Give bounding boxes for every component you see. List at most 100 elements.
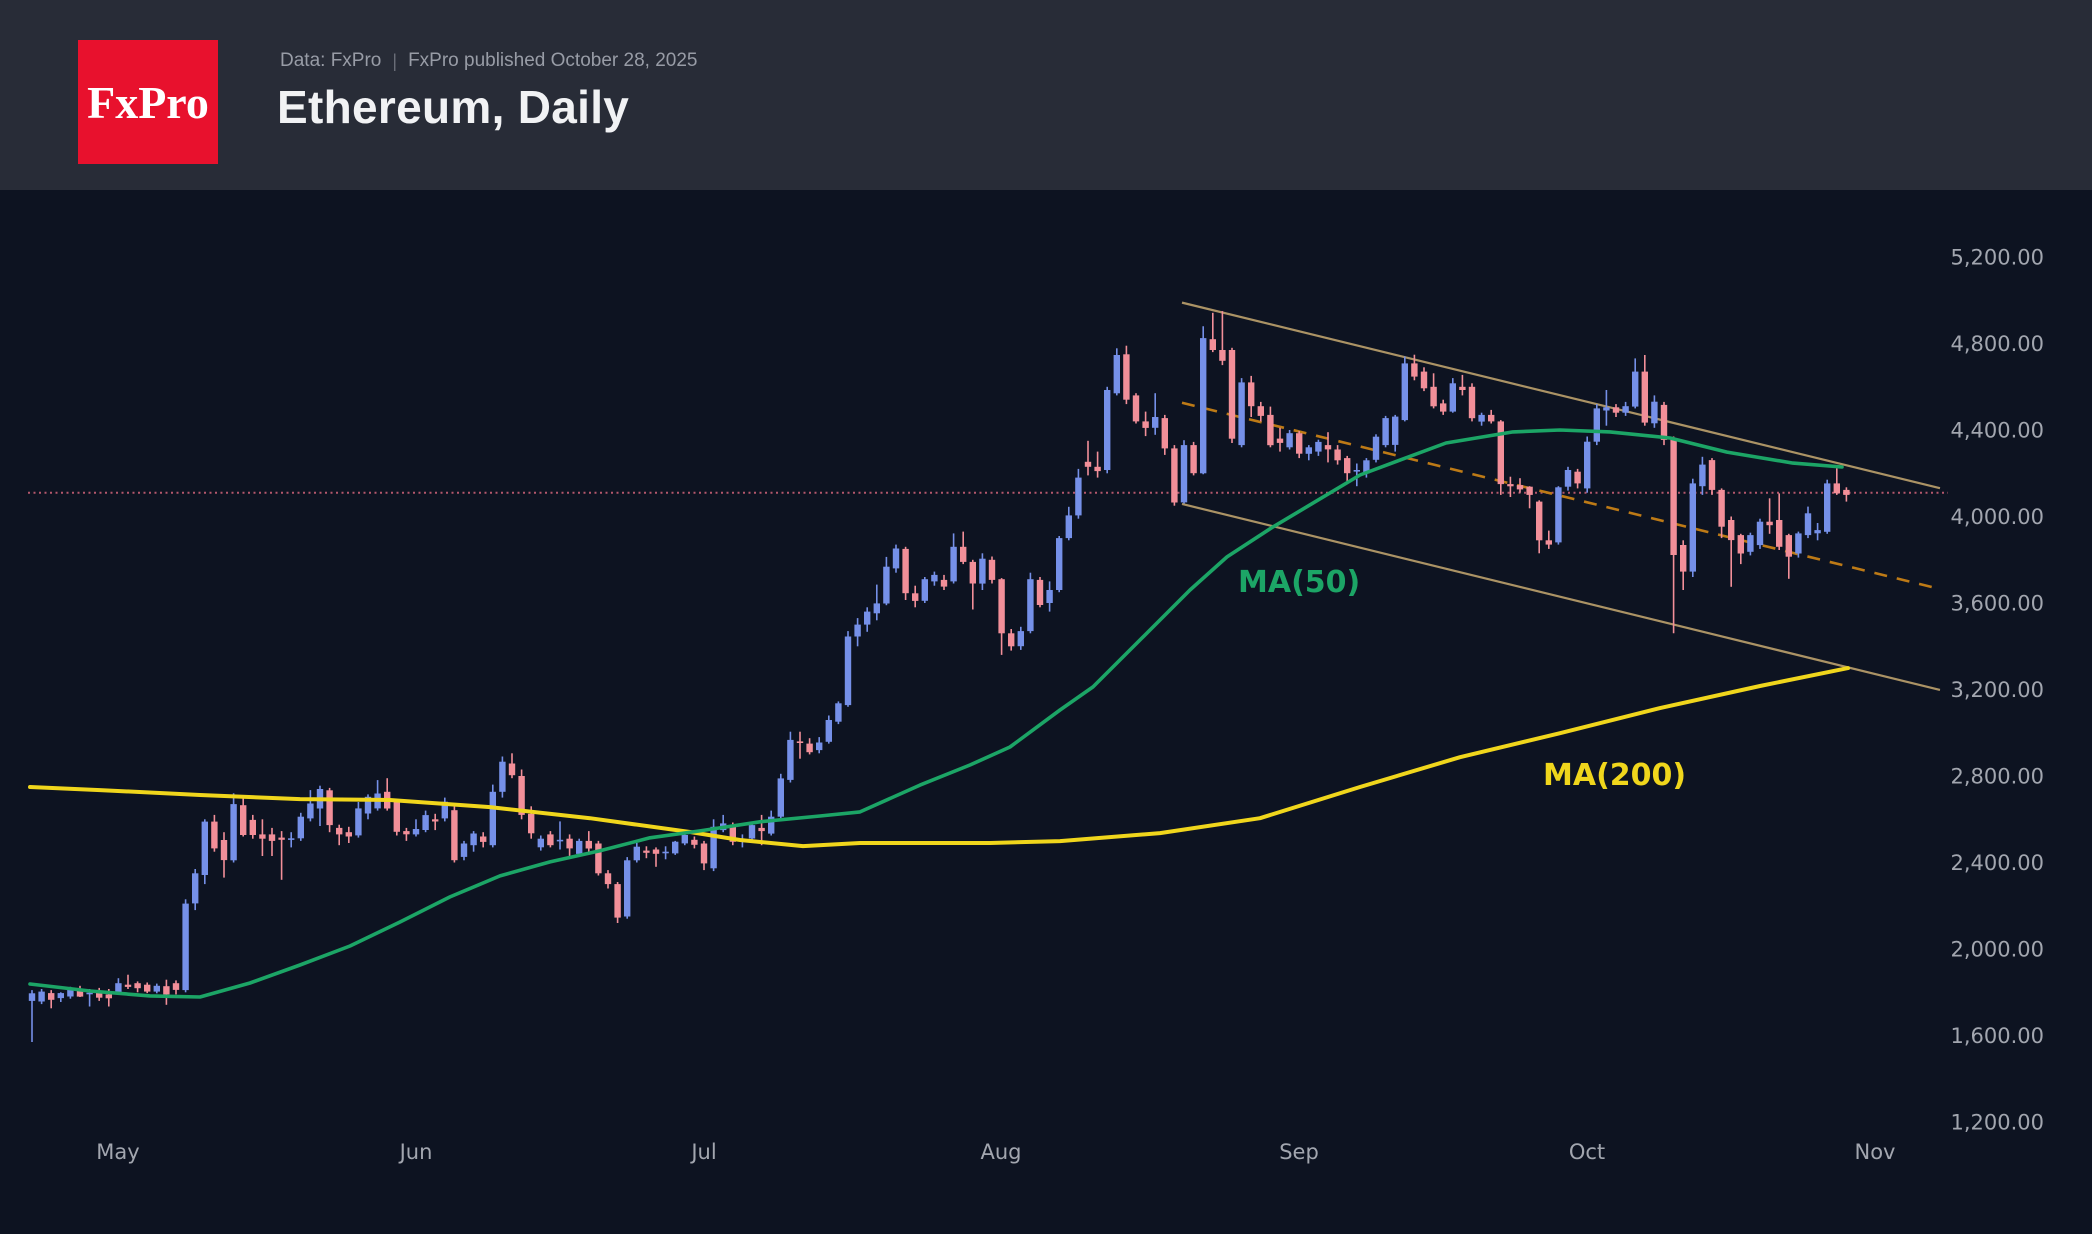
candle-body (1267, 414, 1274, 446)
candle-body (297, 816, 304, 839)
candle-body (1305, 447, 1312, 454)
candle-body (864, 611, 871, 625)
candle-body (1756, 521, 1764, 546)
candle-body (1238, 382, 1245, 446)
fxpro-logo: FxPro (78, 40, 218, 164)
candle-body (796, 741, 804, 743)
candle-body (259, 834, 266, 839)
candle-body (278, 837, 285, 840)
candle-body (1660, 404, 1668, 440)
candle-body (1094, 466, 1101, 472)
candle-body (528, 813, 535, 834)
page-title: Ethereum, Daily (277, 81, 630, 133)
data-source-text: Data: FxPro (280, 50, 382, 71)
candle-body (1440, 403, 1447, 412)
candle-body (1728, 520, 1735, 541)
candle-body (268, 834, 276, 841)
candle-body (998, 579, 1005, 634)
candle-body (1152, 417, 1159, 428)
candle-body (115, 983, 122, 994)
candle-body (1574, 471, 1581, 484)
x-axis-month-label: Jun (398, 1140, 433, 1164)
candle-body (508, 763, 516, 776)
candle-body (1536, 501, 1543, 541)
candles (28, 311, 1850, 1042)
candle-body (1785, 535, 1792, 557)
candle-body (172, 983, 180, 990)
candle-body (1843, 489, 1850, 495)
y-axis-tick-label: 3,600.00 (1950, 592, 2044, 616)
candle-body (1276, 438, 1284, 443)
candle-body (1248, 382, 1255, 407)
candle-body (729, 825, 736, 842)
candle-body (1027, 579, 1034, 632)
candle-body (1123, 354, 1130, 400)
fxpro-logo-text: FxPro (87, 76, 209, 128)
candle-body (38, 991, 45, 1002)
header-bar: FxPro Data: FxPro | FxPro published Octo… (0, 0, 2092, 190)
candle-body (403, 831, 410, 835)
candle-body (1401, 363, 1408, 421)
candle-body (124, 984, 132, 987)
candle-body (48, 993, 55, 1000)
candle-body (1651, 401, 1658, 424)
candle-body (1670, 438, 1677, 555)
candle-body (1430, 386, 1437, 407)
candle-body (921, 579, 928, 601)
candle-body (288, 838, 295, 840)
candle-body (1420, 371, 1428, 389)
candle-body (1641, 371, 1648, 423)
candle-body (1612, 407, 1620, 413)
candle-body (1776, 520, 1783, 547)
candle-body (873, 603, 880, 614)
candle-body (883, 566, 890, 604)
candle-body (1065, 515, 1072, 539)
candle-body (758, 827, 765, 832)
candle-body (1315, 441, 1322, 452)
y-axis-tick-label: 1,200.00 (1950, 1111, 2044, 1135)
candle-body (1008, 633, 1015, 647)
candle-body (556, 839, 564, 842)
candle-body (1824, 483, 1831, 532)
published-text: FxPro published October 28, 2025 (408, 50, 698, 71)
x-axis-month-label: Oct (1569, 1140, 1605, 1164)
candle-body (1478, 414, 1485, 422)
candle-body (1363, 460, 1370, 474)
candle-body (345, 832, 352, 837)
candle-body (1737, 535, 1744, 554)
y-axis-tick-label: 3,200.00 (1950, 678, 2044, 702)
candle-body (1142, 421, 1149, 428)
candle-body (844, 636, 852, 706)
x-axis-month-label: Nov (1855, 1140, 1896, 1164)
channel-midline-dashed (1181, 401, 1938, 590)
candle-body (604, 873, 612, 885)
channel-upper-line (1181, 301, 1941, 490)
candle-body (1334, 449, 1341, 461)
candle-body (633, 846, 640, 861)
candle-body (518, 776, 525, 815)
candle-body (1468, 386, 1476, 419)
candle-body (480, 836, 487, 842)
candle-body (1036, 579, 1044, 605)
candle-body (1632, 371, 1639, 407)
y-axis-tick-label: 5,200.00 (1950, 246, 2044, 270)
separator-bar: | (392, 50, 398, 71)
candle-body (470, 833, 477, 846)
candle-body (1161, 418, 1168, 449)
candle-body (1257, 406, 1264, 416)
candle-body (105, 994, 112, 999)
candle-body (1228, 350, 1236, 439)
candle-body (499, 761, 506, 792)
candle-body (1584, 441, 1591, 489)
candle-body (307, 803, 314, 819)
candle-body (1382, 418, 1389, 446)
candle-body (547, 834, 554, 846)
candle-body (1046, 590, 1053, 603)
candle-body (614, 884, 621, 918)
candle-body (1084, 461, 1092, 467)
candle-body (710, 826, 717, 869)
candle-body (76, 989, 84, 997)
candle-body (1104, 390, 1111, 470)
ma200-label: MA(200) (1543, 758, 1686, 793)
